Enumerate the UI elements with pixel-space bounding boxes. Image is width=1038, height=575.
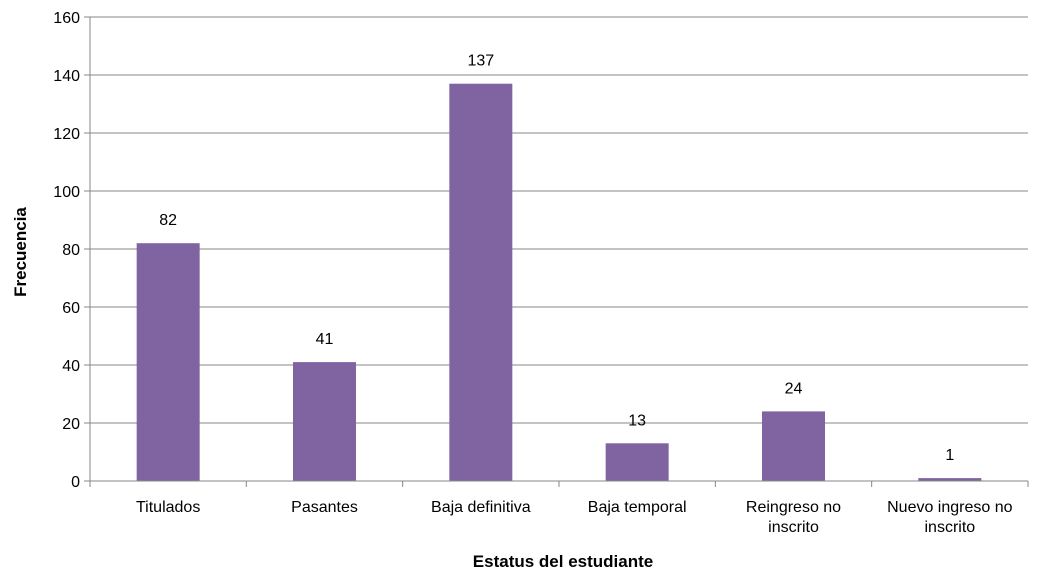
- gridlines: [90, 16, 1028, 424]
- category-label-line: Reingreso no: [746, 499, 841, 516]
- category-label: Baja definitiva: [431, 499, 531, 516]
- data-label: 41: [316, 331, 334, 348]
- axes: [89, 17, 1029, 487]
- y-tick-label: 140: [53, 68, 80, 85]
- y-tick-label: 80: [62, 242, 80, 259]
- y-tick-label: 100: [53, 184, 80, 201]
- bar: [293, 362, 356, 481]
- data-label: 1: [945, 447, 954, 464]
- category-label: Baja temporal: [588, 499, 687, 516]
- y-tick-label: 160: [53, 10, 80, 27]
- y-tick-label: 40: [62, 358, 80, 375]
- y-axis-ticks: 0 20 40 60 80 100 120 140 160: [53, 10, 90, 491]
- bar: [136, 243, 200, 481]
- bar: [605, 443, 669, 481]
- category-label: Nuevo ingreso no inscrito: [887, 499, 1013, 536]
- bar: [449, 83, 513, 481]
- category-label-line: Baja temporal: [588, 499, 687, 516]
- bar: [918, 478, 982, 481]
- y-tick-label: 20: [62, 416, 80, 433]
- category-label-line: inscrito: [924, 519, 975, 536]
- category-label: Reingreso no inscrito: [746, 499, 841, 536]
- category-label-line: Pasantes: [291, 499, 358, 516]
- category-labels: Titulados Pasantes Baja definitiva Baja tem…: [136, 499, 1013, 536]
- category-label-line: Titulados: [136, 499, 200, 516]
- y-tick-label: 120: [53, 126, 80, 143]
- data-label: 24: [785, 380, 803, 397]
- category-label-line: Nuevo ingreso no: [887, 499, 1013, 516]
- bar: [762, 411, 825, 481]
- y-tick-label: 60: [62, 300, 80, 317]
- data-labels: 82 41 137 13 24 1: [159, 53, 954, 464]
- data-label: 82: [159, 212, 177, 229]
- data-label: 137: [467, 53, 494, 70]
- bars: [136, 83, 982, 481]
- data-label: 13: [628, 412, 646, 429]
- y-tick-label: 0: [71, 474, 80, 491]
- category-label: Pasantes: [291, 499, 358, 516]
- category-label-line: Baja definitiva: [431, 499, 531, 516]
- y-axis-title: Frecuencia: [11, 207, 30, 297]
- category-label: Titulados: [136, 499, 200, 516]
- category-label-line: inscrito: [768, 519, 819, 536]
- x-axis-title: Estatus del estudiante: [473, 552, 653, 571]
